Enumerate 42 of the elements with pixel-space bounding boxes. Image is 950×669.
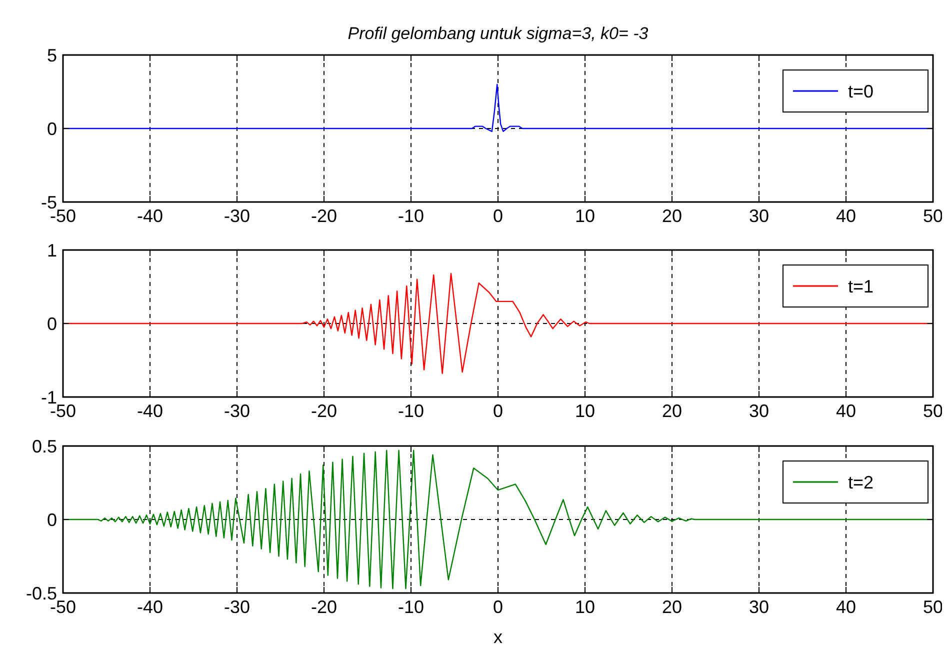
chart-title: Profil gelombang untuk sigma=3, k0= -3 [348,24,649,43]
legend-label: t=2 [848,472,874,492]
x-tick-label: 50 [922,401,944,421]
y-tick-label: 0 [46,118,57,139]
x-tick-label: 20 [662,206,682,226]
y-tick-label: 0.5 [32,436,57,456]
x-tick-label: -20 [310,206,338,226]
x-tick-label: -20 [310,597,338,617]
x-tick-label: 30 [748,597,770,617]
legend-label: t=0 [848,81,874,102]
y-tick-label: -1 [40,387,57,408]
x-tick-label: 30 [748,401,770,421]
x-tick-label: -10 [398,401,424,421]
x-tick-label: 0 [492,206,504,226]
x-tick-label: -30 [224,401,250,421]
y-tick-label: 5 [46,45,57,66]
x-axis-title: x [494,627,502,647]
y-tick-label: 1 [46,240,57,260]
x-tick-label: 40 [836,597,856,617]
x-tick-label: 20 [662,597,682,617]
x-tick-label: 10 [574,206,596,226]
x-tick-label: -10 [398,597,424,617]
x-tick-label: 20 [662,401,682,421]
x-tick-label: 10 [574,401,596,421]
x-tick-label: -30 [224,597,250,617]
x-tick-label: -40 [136,206,164,226]
x-tick-label: -10 [398,206,424,226]
x-tick-label: 0 [492,401,504,421]
x-tick-label: -20 [310,401,338,421]
x-tick-label: -40 [136,597,164,617]
x-tick-label: 50 [922,597,944,617]
x-tick-label: 0 [492,597,504,617]
x-tick-label: -30 [224,206,250,226]
x-tick-label: 10 [574,597,596,617]
x-tick-label: 30 [748,206,770,226]
legend-label: t=1 [848,276,874,296]
x-tick-label: -40 [136,401,164,421]
x-tick-label: 40 [836,206,856,226]
y-tick-label: 0 [46,510,57,530]
y-tick-label: 0 [46,314,57,334]
x-tick-label: 50 [922,206,944,226]
x-tick-label: 40 [836,401,856,421]
